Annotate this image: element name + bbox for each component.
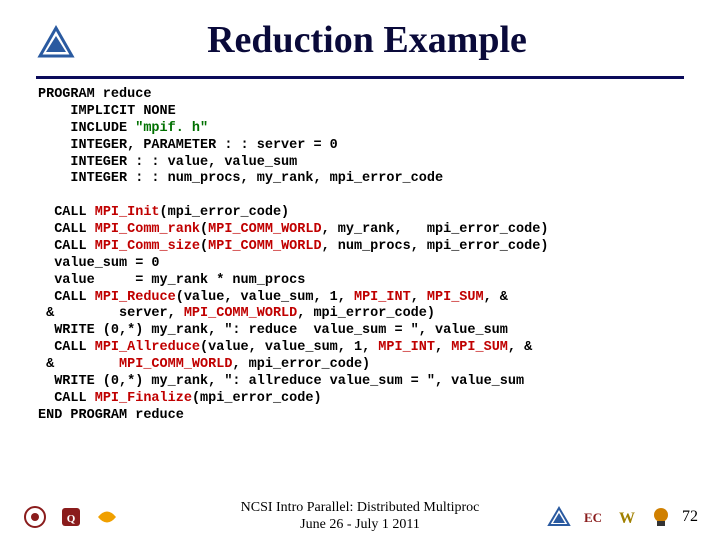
slide: Reduction Example PROGRAM reduce IMPLICI… [0,0,720,540]
code-text: CALL [38,340,95,355]
code-keyword: MPI_Comm_rank [95,222,200,237]
code-keyword: MPI_SUM [427,290,484,305]
code-line: value_sum = 0 [38,256,160,271]
code-text: ( [200,222,208,237]
code-keyword: MPI_Comm_size [95,239,200,254]
code-keyword: MPI_Init [95,205,160,220]
footer: Q NCSI Intro Parallel: Distributed Multi… [0,504,720,530]
svg-text:EC: EC [584,510,602,525]
it-logo-icon [94,504,120,530]
triangle-mini-icon [546,504,572,530]
code-keyword: MPI_COMM_WORLD [184,306,297,321]
code-line: INCLUDE [38,121,135,136]
page-number: 72 [682,508,698,526]
code-text: , & [484,290,508,305]
code-text: (mpi_error_code) [192,391,322,406]
code-text: , num_procs, mpi_error_code) [322,239,549,254]
oscer-logo-icon [22,504,48,530]
code-text: , my_rank, mpi_error_code) [322,222,549,237]
code-text: & [38,357,119,372]
code-text: , [435,340,451,355]
code-keyword: MPI_INT [378,340,435,355]
code-text: , & [508,340,532,355]
code-keyword: MPI_Finalize [95,391,192,406]
code-text: (value, value_sum, 1, [200,340,378,355]
code-text: CALL [38,222,95,237]
code-text: , mpi_error_code) [232,357,370,372]
title-divider [36,76,684,79]
footer-text: NCSI Intro Parallel: Distributed Multipr… [241,500,480,534]
tiger-logo-icon [648,504,674,530]
svg-text:W: W [619,510,635,527]
code-keyword: MPI_COMM_WORLD [208,222,321,237]
code-text: & server, [38,306,184,321]
w-logo-icon: W [614,504,640,530]
code-line: WRITE (0,*) my_rank, ": reduce value_sum… [38,323,508,338]
code-line: WRITE (0,*) my_rank, ": allreduce value_… [38,374,524,389]
code-line: value = my_rank * num_procs [38,273,305,288]
code-text: (value, value_sum, 1, [176,290,354,305]
code-block: PROGRAM reduce IMPLICIT NONE INCLUDE "mp… [36,87,684,425]
code-line: INTEGER : : value, value_sum [38,155,297,170]
footer-logos-right: EC W 72 [546,504,698,530]
slide-title: Reduction Example [90,18,684,62]
code-keyword: MPI_Reduce [95,290,176,305]
code-text: , mpi_error_code) [297,306,435,321]
code-line: PROGRAM reduce [38,87,151,102]
ou-logo-icon: Q [58,504,84,530]
footer-line1: NCSI Intro Parallel: Distributed Multipr… [241,500,480,517]
code-line: INTEGER : : num_procs, my_rank, mpi_erro… [38,171,443,186]
code-keyword: MPI_SUM [451,340,508,355]
code-text: CALL [38,205,95,220]
footer-logos-left: Q [22,504,120,530]
code-line: END PROGRAM reduce [38,408,184,423]
ec-logo-icon: EC [580,504,606,530]
code-line: IMPLICIT NONE [38,104,176,119]
triangle-logo-icon [36,24,76,64]
code-text: , [411,290,427,305]
code-keyword: MPI_INT [354,290,411,305]
code-text: CALL [38,290,95,305]
title-row: Reduction Example [36,18,684,64]
code-text: ( [200,239,208,254]
code-text: CALL [38,391,95,406]
code-text: CALL [38,239,95,254]
code-keyword: MPI_Allreduce [95,340,200,355]
code-keyword: MPI_COMM_WORLD [208,239,321,254]
code-text: (mpi_error_code) [160,205,290,220]
code-string: "mpif. h" [135,121,208,136]
code-keyword: MPI_COMM_WORLD [119,357,232,372]
svg-text:Q: Q [67,513,76,525]
footer-line2: June 26 - July 1 2011 [241,517,480,534]
code-line: INTEGER, PARAMETER : : server = 0 [38,138,338,153]
